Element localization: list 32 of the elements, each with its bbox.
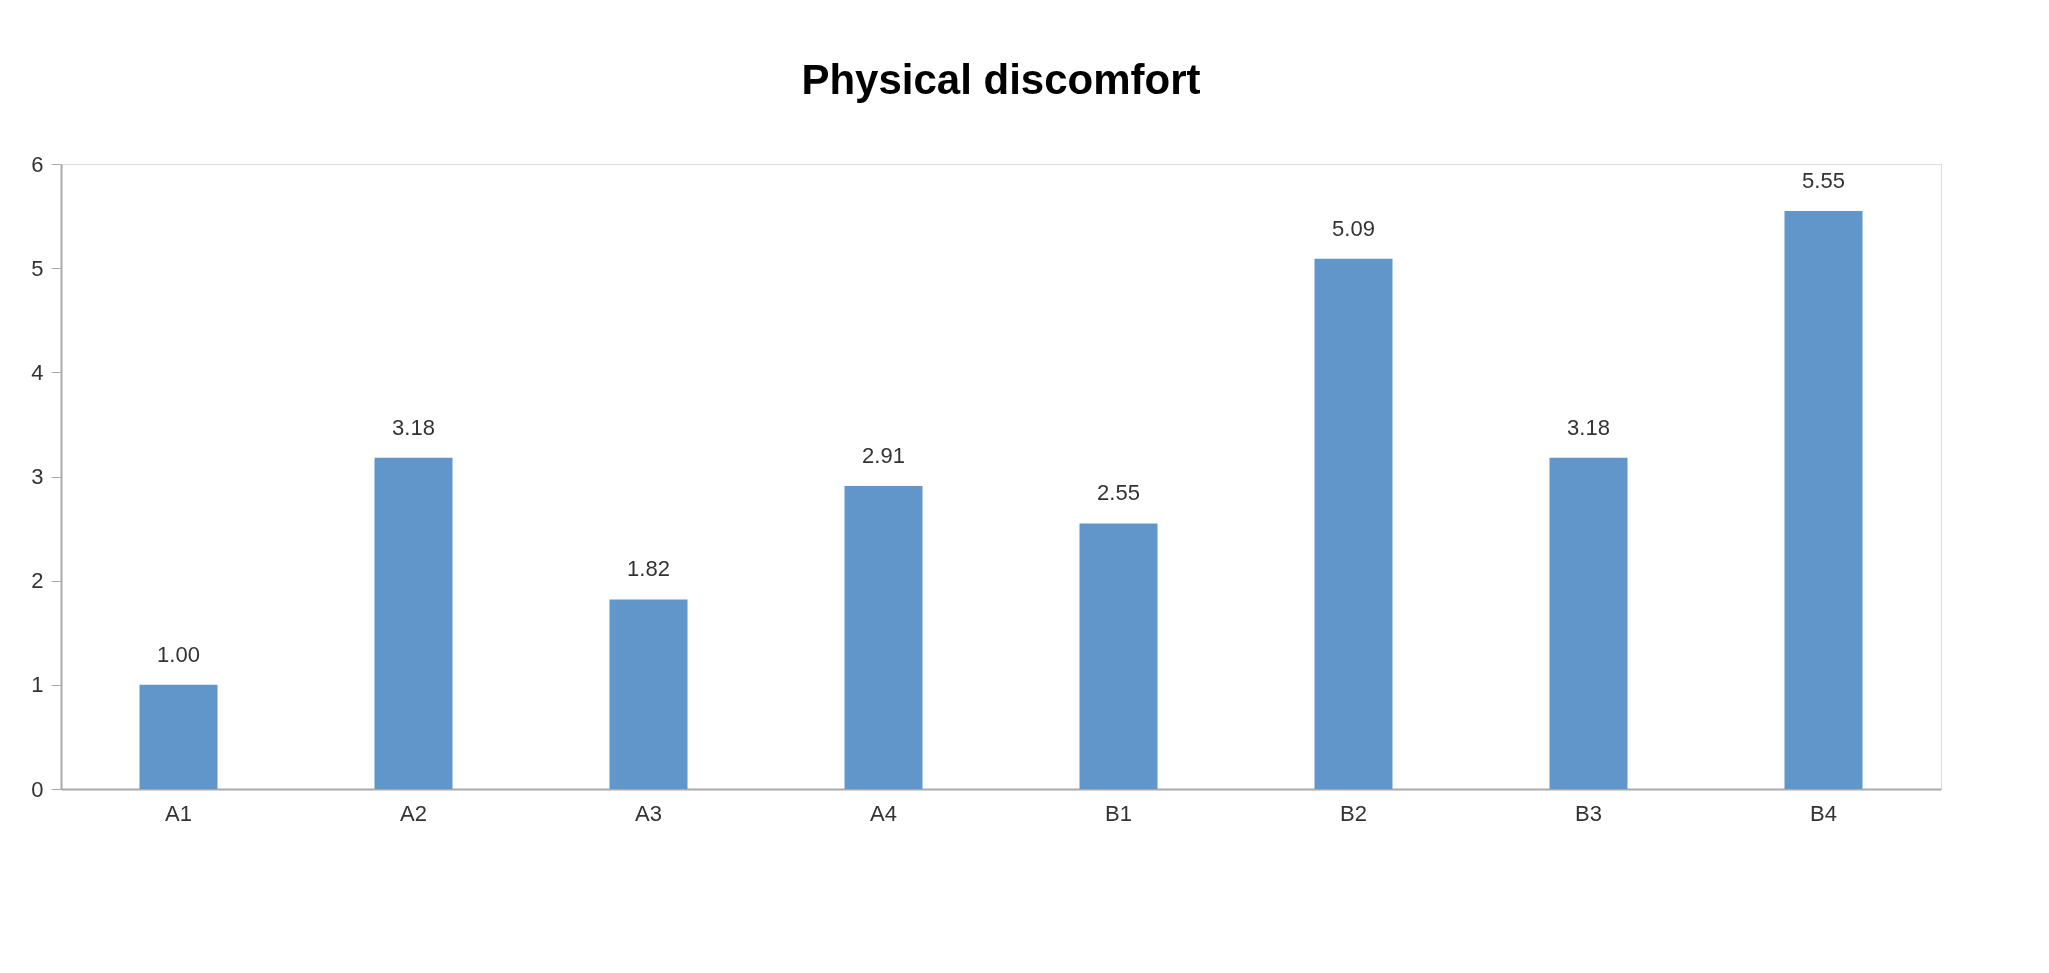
x-tick-label: B2 [1340, 800, 1367, 826]
data-label: 5.09 [1332, 215, 1375, 241]
data-label: 2.91 [862, 442, 905, 468]
bar [374, 457, 453, 789]
bar [1079, 523, 1158, 789]
data-label: 5.55 [1802, 167, 1845, 193]
bar [844, 485, 923, 789]
y-tick-label: 2 [31, 568, 44, 594]
bar [1314, 258, 1393, 789]
bar [609, 599, 688, 789]
y-tick-label: 6 [31, 151, 44, 177]
bar [1549, 457, 1628, 789]
x-tick-label: B1 [1105, 800, 1132, 826]
x-tick-label: A4 [870, 800, 897, 826]
y-tick-label: 5 [31, 255, 44, 281]
data-label: 3.18 [392, 414, 435, 440]
data-label: 2.55 [1097, 480, 1140, 506]
y-tick-label: 0 [31, 776, 44, 802]
y-tick-label: 3 [31, 464, 44, 489]
data-label: 1.82 [627, 556, 670, 582]
x-tick-label: B4 [1810, 800, 1837, 826]
y-tick-label: 4 [31, 359, 44, 385]
data-label: 3.18 [1567, 414, 1610, 440]
chart-title: Physical discomfort [801, 56, 1201, 103]
bar [139, 684, 218, 789]
y-tick-label: 1 [31, 672, 44, 698]
x-tick-label: A1 [165, 800, 192, 826]
x-tick-label: A3 [635, 800, 662, 826]
data-label: 1.00 [157, 641, 200, 667]
x-tick-label: B3 [1575, 800, 1602, 826]
bar [1784, 210, 1863, 789]
x-tick-label: A2 [400, 800, 427, 826]
